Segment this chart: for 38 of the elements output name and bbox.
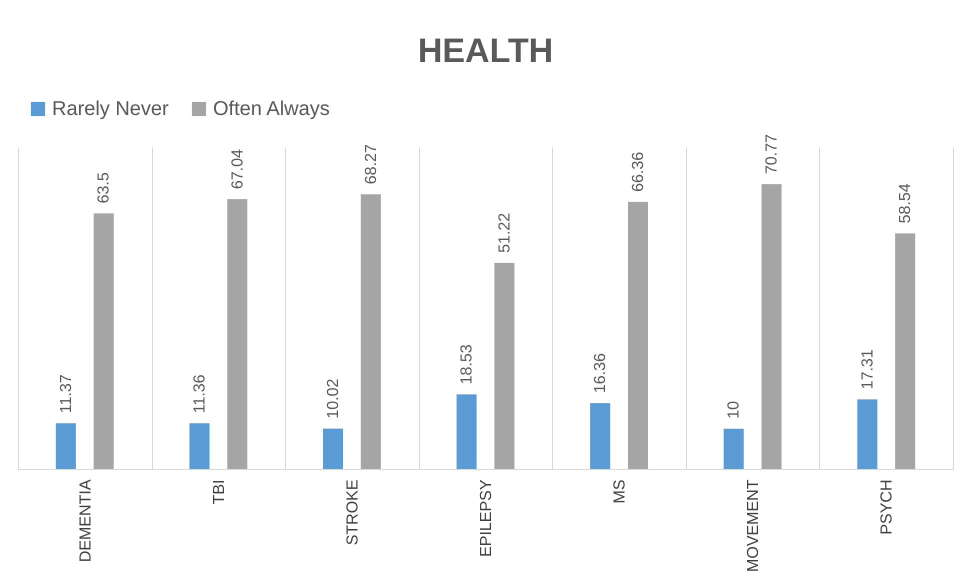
data-label: 68.27 — [362, 144, 380, 184]
data-label: 58.54 — [897, 183, 914, 224]
legend-label: Rarely Never — [52, 98, 170, 120]
bar — [494, 262, 514, 469]
x-tick-label: TBI — [210, 480, 228, 504]
data-label: 67.04 — [229, 149, 246, 190]
legend-label: Often Always — [213, 98, 330, 120]
bar — [724, 428, 744, 469]
data-label: 63.5 — [96, 172, 113, 204]
data-label: 10.02 — [325, 378, 342, 419]
data-label: 17.31 — [859, 349, 876, 390]
data-label: 11.37 — [58, 374, 75, 414]
chart-title: HEALTH — [418, 32, 554, 70]
bar — [857, 399, 878, 469]
bar — [94, 213, 114, 469]
data-label: 18.53 — [458, 344, 476, 384]
data-label: 10 — [726, 400, 743, 419]
x-tick-label: MOVEMENT — [745, 479, 762, 572]
bar — [189, 423, 210, 469]
bar — [762, 184, 782, 469]
bar — [590, 403, 610, 469]
bar — [227, 199, 248, 469]
bar — [322, 428, 344, 469]
data-label: 70.77 — [764, 134, 781, 174]
x-tick-label: EPILEPSY — [478, 479, 495, 557]
x-tick-label: MS — [612, 480, 629, 504]
x-tick-label: STROKE — [344, 480, 362, 546]
x-tick-label: PSYCH — [878, 480, 896, 535]
x-tick-label: DEMENTIA — [77, 479, 94, 562]
data-label: 11.36 — [191, 374, 208, 414]
data-label: 51.22 — [496, 212, 514, 253]
data-label: 16.36 — [592, 353, 610, 394]
data-label: 66.36 — [630, 152, 647, 192]
bar — [56, 423, 76, 469]
bar — [456, 394, 477, 469]
bar — [895, 233, 916, 469]
bar — [628, 202, 648, 469]
bar — [360, 194, 381, 469]
